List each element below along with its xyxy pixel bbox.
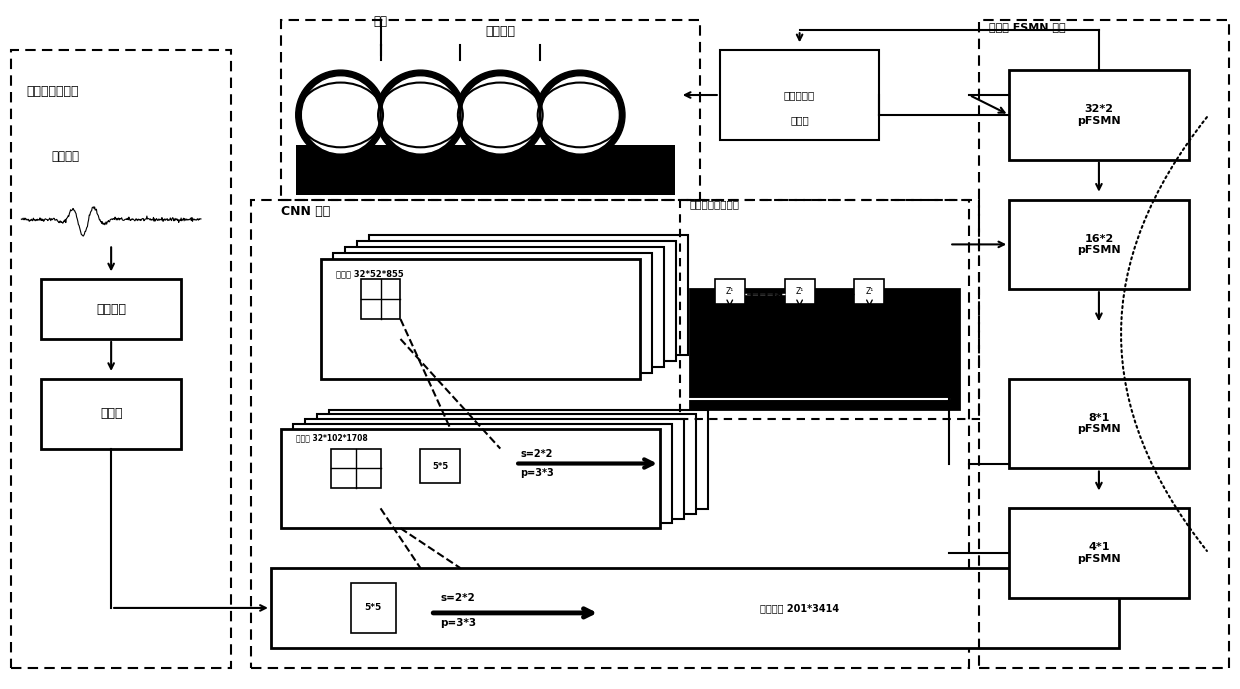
Text: 4*1
pFSMN: 4*1 pFSMN [1078,542,1121,564]
Text: 特征提取: 特征提取 [97,302,126,316]
Circle shape [455,70,546,160]
FancyBboxPatch shape [293,424,672,524]
Text: 金字塔 FSMN 模块: 金字塔 FSMN 模块 [990,22,1066,32]
Circle shape [376,70,465,160]
FancyBboxPatch shape [321,259,640,379]
Circle shape [382,77,459,153]
Text: 音频预处理模块: 音频预处理模块 [26,85,79,98]
FancyBboxPatch shape [719,50,879,140]
Circle shape [542,77,618,153]
FancyBboxPatch shape [332,254,652,373]
FancyBboxPatch shape [331,449,381,489]
Text: 正则化: 正则化 [100,407,123,420]
Text: Z¹: Z¹ [796,287,804,296]
Text: ×: × [796,319,804,329]
Text: Z¹: Z¹ [725,287,734,296]
FancyBboxPatch shape [351,583,396,633]
Text: 开心: 开心 [373,15,388,28]
Circle shape [303,77,378,153]
Text: 时间步注意: 时间步注意 [784,90,815,100]
FancyBboxPatch shape [316,414,696,514]
FancyBboxPatch shape [1009,379,1189,469]
Text: 5*5: 5*5 [363,604,381,613]
Circle shape [463,77,538,153]
FancyBboxPatch shape [854,279,884,304]
FancyBboxPatch shape [368,236,688,355]
FancyBboxPatch shape [357,241,676,361]
Circle shape [295,70,386,160]
Text: Z¹: Z¹ [866,287,873,296]
FancyBboxPatch shape [714,279,745,304]
Text: 输出模块: 输出模块 [485,25,516,39]
Text: ×: × [866,319,873,329]
FancyBboxPatch shape [1009,200,1189,289]
FancyBboxPatch shape [785,279,815,304]
FancyBboxPatch shape [345,247,663,367]
FancyBboxPatch shape [305,419,683,519]
FancyBboxPatch shape [41,279,181,339]
Text: CNN 模块: CNN 模块 [280,205,330,218]
FancyBboxPatch shape [295,145,675,194]
Circle shape [536,70,625,160]
Text: 32*2
pFSMN: 32*2 pFSMN [1078,104,1121,125]
FancyArrowPatch shape [1121,117,1207,551]
Text: 8*1
pFSMN: 8*1 pFSMN [1078,413,1121,435]
FancyBboxPatch shape [329,409,708,509]
Text: 音频输入: 音频输入 [51,150,79,163]
Text: 谱特征图 201*3414: 谱特征图 201*3414 [760,603,839,613]
FancyBboxPatch shape [1009,70,1189,160]
FancyBboxPatch shape [420,449,460,484]
Text: p=3*3: p=3*3 [521,469,554,478]
Text: 5*5: 5*5 [433,462,449,471]
Text: 金字塔记忆块结构: 金字塔记忆块结构 [689,200,740,209]
FancyBboxPatch shape [689,289,960,409]
Text: 特征图 32*52*855: 特征图 32*52*855 [336,269,403,278]
FancyBboxPatch shape [280,429,660,528]
FancyBboxPatch shape [1009,508,1189,598]
FancyBboxPatch shape [361,279,401,319]
Text: s=2*2: s=2*2 [521,449,553,459]
Text: 16*2
pFSMN: 16*2 pFSMN [1078,234,1121,255]
Text: s=2*2: s=2*2 [440,593,475,603]
FancyBboxPatch shape [270,568,1118,648]
Text: 特征图 32*102*1708: 特征图 32*102*1708 [295,433,367,442]
Text: 力模块: 力模块 [790,115,808,125]
Text: p=3*3: p=3*3 [440,618,476,628]
FancyBboxPatch shape [41,379,181,449]
Text: ×: × [725,319,734,329]
